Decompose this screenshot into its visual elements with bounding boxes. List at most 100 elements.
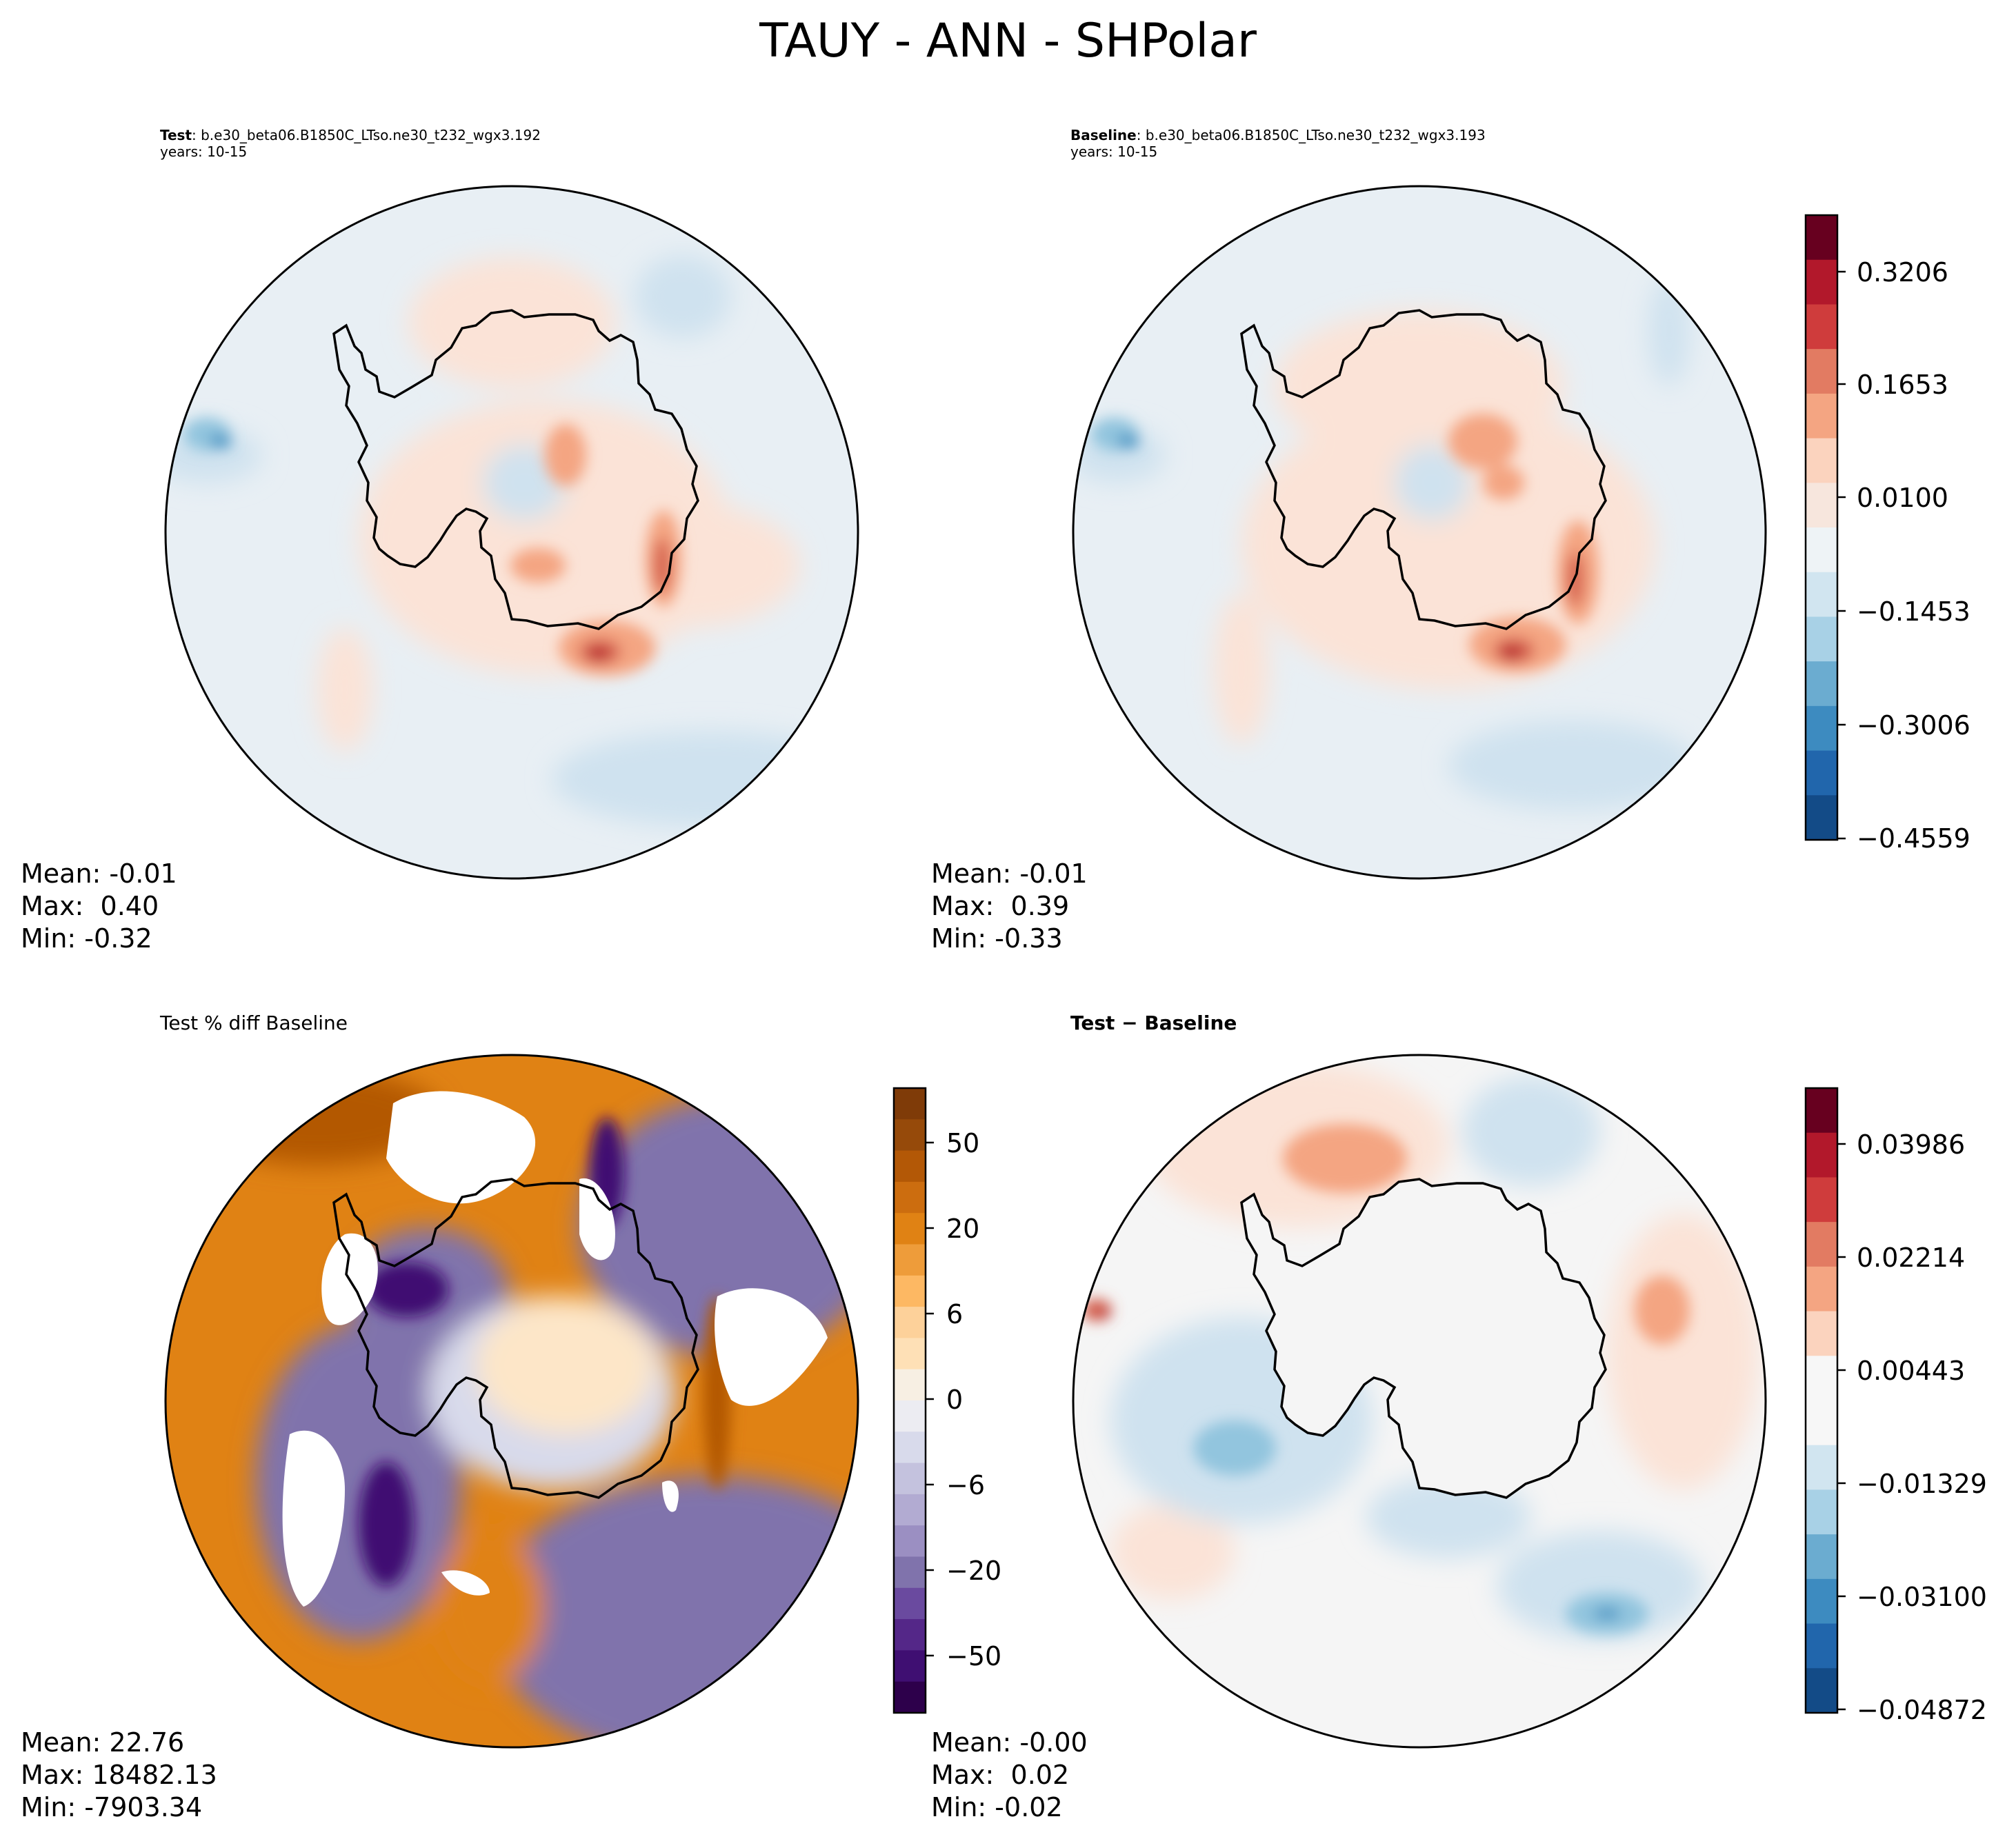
top-cb-tick: −0.3006 bbox=[1857, 710, 1970, 741]
diff-min: Min: -0.02 bbox=[931, 1792, 1063, 1822]
diff-colorbar-segment bbox=[1806, 1266, 1837, 1312]
diff-cb-tick: 0.00443 bbox=[1857, 1356, 1966, 1386]
diff-colorbar-frame bbox=[1804, 1087, 1839, 1714]
baseline-map bbox=[1072, 185, 1767, 880]
pctdiff-colorbar-segment bbox=[894, 1400, 926, 1432]
test-mean: Mean: -0.01 bbox=[21, 858, 177, 889]
pctdiff-colorbar bbox=[892, 1087, 934, 1714]
diff-colorbar-segment bbox=[1806, 1311, 1837, 1356]
pctdiff-colorbar-segment bbox=[894, 1525, 926, 1558]
diff-colorbar-segment bbox=[1806, 1177, 1837, 1223]
pctdiff-colorbar-segment bbox=[894, 1181, 926, 1214]
diff-cb-tick: 0.03986 bbox=[1857, 1129, 1966, 1160]
diff-cb-tick: −0.04872 bbox=[1857, 1695, 1987, 1725]
baseline-panel-title: Baseline: b.e30_beta06.B1850C_LTso.ne30_… bbox=[1070, 127, 1486, 160]
top-colorbar-frame bbox=[1804, 214, 1839, 841]
pctdiff-colorbar-segment bbox=[894, 1213, 926, 1245]
test-title-rest: : b.e30_beta06.B1850C_LTso.ne30_t232_wgx… bbox=[192, 127, 541, 143]
diff-panel-title: Test − Baseline bbox=[1070, 1012, 1237, 1034]
top-colorbar-segment bbox=[1806, 661, 1837, 707]
diff-colorbar-segment bbox=[1806, 1489, 1837, 1535]
top-cb-tick: −0.1453 bbox=[1857, 596, 1970, 627]
top-cb-tick: 0.0100 bbox=[1857, 483, 1948, 513]
diff-colorbar-segment bbox=[1806, 1578, 1837, 1625]
top-colorbar-segment bbox=[1806, 795, 1837, 841]
top-cb-tick: −0.4559 bbox=[1857, 823, 1970, 854]
top-colorbar bbox=[1804, 214, 1846, 841]
pctdiff-colorbar-frame bbox=[892, 1087, 927, 1714]
pct-cb-tick: −6 bbox=[946, 1470, 986, 1500]
diff-cb-tick: −0.01329 bbox=[1857, 1469, 1987, 1499]
baseline-max: Max: 0.39 bbox=[931, 891, 1070, 921]
top-colorbar-segment bbox=[1806, 483, 1837, 528]
baseline-stats: Mean: -0.01 Max: 0.39 Min: -0.33 bbox=[931, 858, 1088, 955]
top-colorbar-segment bbox=[1806, 393, 1837, 439]
diff-cb-tick: −0.03100 bbox=[1857, 1582, 1987, 1612]
baseline-mean: Mean: -0.01 bbox=[931, 858, 1088, 889]
pctdiff-colorbar-segment bbox=[894, 1556, 926, 1589]
top-colorbar-segment bbox=[1806, 259, 1837, 305]
top-colorbar-segment bbox=[1806, 349, 1837, 394]
test-map bbox=[164, 185, 859, 880]
top-colorbar-segment bbox=[1806, 527, 1837, 573]
pctdiff-colorbar-segment bbox=[894, 1681, 926, 1714]
pctdiff-colorbar-segment bbox=[894, 1119, 926, 1152]
pctdiff-colorbar-segment bbox=[894, 1369, 926, 1401]
diff-colorbar-segment bbox=[1806, 1445, 1837, 1491]
pct-cb-tick: 0 bbox=[946, 1385, 964, 1415]
pctdiff-colorbar-segment bbox=[894, 1587, 926, 1620]
baseline-title-bold: Baseline bbox=[1070, 127, 1137, 143]
pct-cb-tick: 20 bbox=[946, 1214, 980, 1244]
top-cb-tick: 0.1653 bbox=[1857, 370, 1948, 400]
test-map-boundary bbox=[164, 185, 859, 880]
baseline-map-boundary bbox=[1072, 185, 1767, 880]
pctdiff-panel-title: Test % diff Baseline bbox=[160, 1012, 348, 1034]
pctdiff-masked-regions bbox=[282, 1091, 828, 1607]
diff-colorbar-segment bbox=[1806, 1356, 1837, 1401]
test-min: Min: -0.32 bbox=[21, 923, 152, 954]
pctdiff-colorbar-segment bbox=[894, 1338, 926, 1370]
diff-colorbar-segment bbox=[1806, 1668, 1837, 1714]
top-colorbar-segment bbox=[1806, 304, 1837, 350]
diff-colorbar-segment bbox=[1806, 1222, 1837, 1267]
diff-mean: Mean: -0.00 bbox=[931, 1727, 1088, 1758]
pctdiff-colorbar-segment bbox=[894, 1088, 926, 1120]
test-stats: Mean: -0.01 Max: 0.40 Min: -0.32 bbox=[21, 858, 177, 955]
diff-colorbar-segment bbox=[1806, 1400, 1837, 1446]
pctdiff-colorbar-segment bbox=[894, 1244, 926, 1276]
pctdiff-colorbar-segment bbox=[894, 1431, 926, 1464]
top-colorbar-segment bbox=[1806, 438, 1837, 483]
pctdiff-min: Min: -7903.34 bbox=[21, 1792, 203, 1822]
pctdiff-colorbar-segment bbox=[894, 1275, 926, 1307]
top-cb-tick: 0.3206 bbox=[1857, 257, 1948, 288]
top-colorbar-segment bbox=[1806, 705, 1837, 752]
pctdiff-map bbox=[164, 1054, 859, 1749]
pctdiff-mean: Mean: 22.76 bbox=[21, 1727, 185, 1758]
pct-cb-tick: 50 bbox=[946, 1128, 980, 1158]
diff-max: Max: 0.02 bbox=[931, 1760, 1070, 1790]
diff-map-boundary bbox=[1072, 1054, 1767, 1749]
pctdiff-stats: Mean: 22.76 Max: 18482.13 Min: -7903.34 bbox=[21, 1727, 217, 1824]
diff-stats: Mean: -0.00 Max: 0.02 Min: -0.02 bbox=[931, 1727, 1088, 1824]
pctdiff-map-boundary bbox=[164, 1054, 859, 1749]
test-max: Max: 0.40 bbox=[21, 891, 159, 921]
diff-colorbar-segment bbox=[1806, 1132, 1837, 1178]
diff-colorbar bbox=[1804, 1087, 1846, 1714]
diff-map bbox=[1072, 1054, 1767, 1749]
pct-cb-tick: −50 bbox=[946, 1641, 1002, 1671]
pct-cb-tick: −20 bbox=[946, 1556, 1002, 1586]
diff-colorbar-segment bbox=[1806, 1534, 1837, 1580]
baseline-title-rest: : b.e30_beta06.B1850C_LTso.ne30_t232_wgx… bbox=[1136, 127, 1486, 143]
top-colorbar-segment bbox=[1806, 572, 1837, 618]
diff-cb-tick: 0.02214 bbox=[1857, 1243, 1966, 1273]
baseline-min: Min: -0.33 bbox=[931, 923, 1063, 954]
pctdiff-colorbar-segment bbox=[894, 1150, 926, 1183]
diff-colorbar-segment bbox=[1806, 1088, 1837, 1134]
top-colorbar-segment bbox=[1806, 750, 1837, 796]
pctdiff-max: Max: 18482.13 bbox=[21, 1760, 217, 1790]
pctdiff-colorbar-segment bbox=[894, 1463, 926, 1495]
baseline-years: years: 10-15 bbox=[1070, 143, 1158, 160]
test-panel-title: Test: b.e30_beta06.B1850C_LTso.ne30_t232… bbox=[160, 127, 541, 160]
figure-title: TAUY - ANN - SHPolar bbox=[759, 14, 1257, 68]
